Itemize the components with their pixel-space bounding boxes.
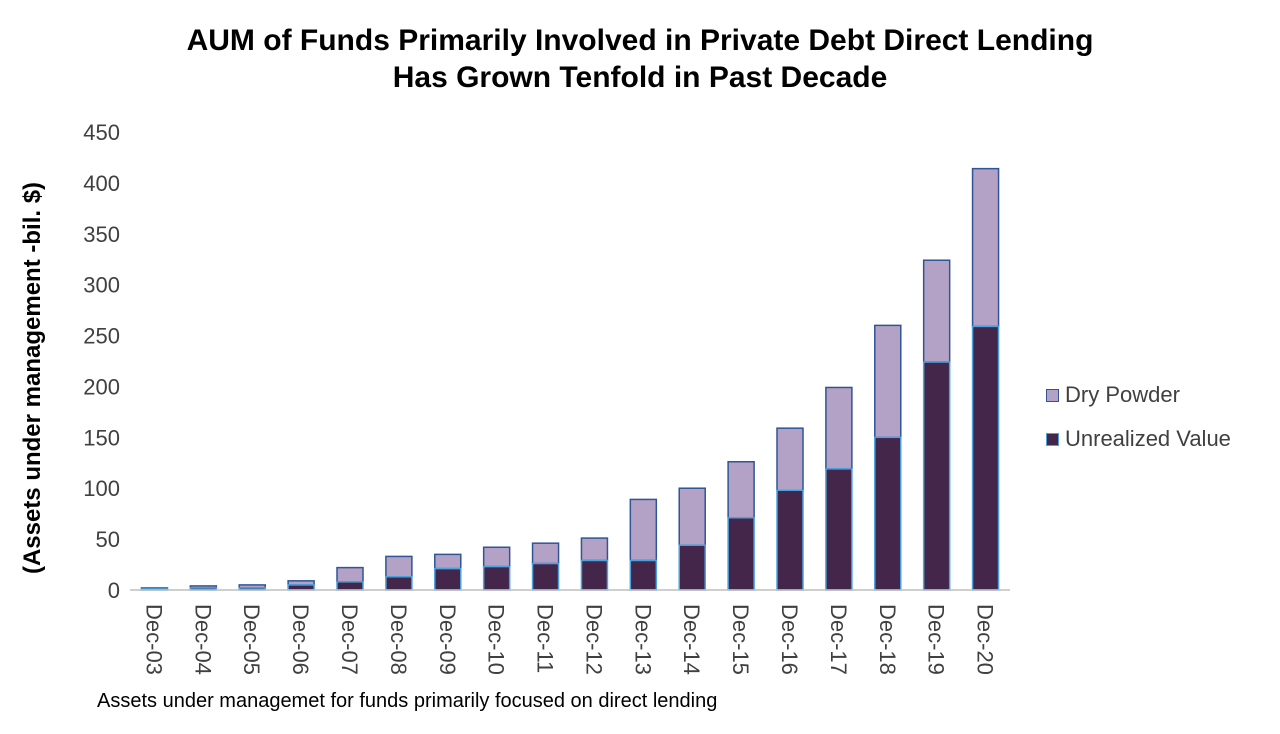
x-tick-label: Dec-06 [288, 604, 313, 675]
x-tick-label: Dec-07 [337, 604, 362, 675]
bar-dry-powder [678, 487, 706, 546]
chart-legend: Dry Powder Unrealized Value [1046, 380, 1231, 468]
legend-swatch-unrealized-value [1046, 432, 1059, 446]
x-tick-label: Dec-10 [484, 604, 509, 675]
bar-unrealized-value [482, 565, 511, 591]
bar-unrealized-value [776, 489, 804, 591]
bar-unrealized-value [434, 567, 462, 591]
y-tick-label: 0 [108, 578, 120, 603]
bar-dry-powder [922, 259, 951, 363]
bar-dry-powder [874, 324, 902, 439]
x-tick-label: Dec-13 [630, 604, 655, 675]
y-tick-label: 50 [96, 527, 120, 552]
bar-dry-powder [531, 542, 560, 565]
bar-dry-powder [385, 555, 413, 578]
x-tick-label: Dec-11 [533, 604, 558, 673]
chart-caption: Assets under managemet for funds primari… [97, 690, 718, 712]
x-tick-label: Dec-04 [190, 604, 215, 675]
bar-unrealized-value [531, 562, 560, 591]
x-tick-label: Dec-17 [826, 604, 851, 675]
legend-item-unrealized-value: Unrealized Value [1046, 424, 1231, 454]
y-tick-label: 350 [83, 222, 120, 247]
bar-unrealized-value [287, 584, 315, 591]
bar-dry-powder [336, 566, 364, 583]
y-tick-label: 100 [83, 476, 120, 501]
x-tick-label: Dec-18 [875, 604, 900, 675]
bar-unrealized-value [678, 544, 706, 591]
x-tick-label: Dec-05 [239, 604, 264, 675]
x-tick-label: Dec-09 [435, 604, 460, 675]
x-tick-label: Dec-03 [141, 604, 166, 675]
bar-unrealized-value [727, 516, 755, 591]
legend-label-dry-powder: Dry Powder [1065, 382, 1180, 407]
bar-dry-powder [971, 167, 1000, 328]
bar-unrealized-value [629, 559, 658, 591]
bar-dry-powder [776, 427, 804, 492]
y-tick-label: 400 [83, 171, 120, 196]
bar-dry-powder [629, 498, 658, 562]
bar-unrealized-value [874, 436, 902, 591]
legend-label-unrealized-value: Unrealized Value [1065, 426, 1231, 451]
bar-unrealized-value [922, 361, 951, 591]
y-tick-label: 300 [83, 273, 120, 298]
bar-unrealized-value [336, 581, 364, 591]
y-tick-label: 200 [83, 374, 120, 399]
x-tick-label: Dec-08 [386, 604, 411, 675]
bar-unrealized-value [971, 325, 1000, 591]
x-tick-label: Dec-20 [973, 604, 998, 675]
bar-dry-powder [825, 386, 853, 470]
bar-dry-powder [580, 537, 609, 562]
y-tick-label: 450 [83, 120, 120, 145]
x-tick-label: Dec-12 [581, 604, 606, 675]
x-tick-label: Dec-14 [679, 604, 704, 675]
bar-dry-powder [727, 461, 755, 519]
y-tick-label: 250 [83, 324, 120, 349]
bar-unrealized-value [580, 559, 609, 591]
bar-dry-powder [434, 553, 462, 570]
x-tick-label: Dec-16 [777, 604, 802, 675]
chart-title-line1: AUM of Funds Primarily Involved in Priva… [186, 24, 1094, 57]
bar-unrealized-value [385, 576, 413, 591]
bar-dry-powder [482, 546, 511, 568]
bar-unrealized-value [825, 468, 853, 591]
chart-title-line2: Has Grown Tenfold in Past Decade [392, 61, 888, 94]
x-tick-label: Dec-15 [728, 604, 753, 675]
y-tick-label: 150 [83, 425, 120, 450]
legend-swatch-dry-powder [1046, 388, 1059, 402]
legend-item-dry-powder: Dry Powder [1046, 380, 1231, 410]
x-tick-label: Dec-19 [924, 604, 949, 675]
